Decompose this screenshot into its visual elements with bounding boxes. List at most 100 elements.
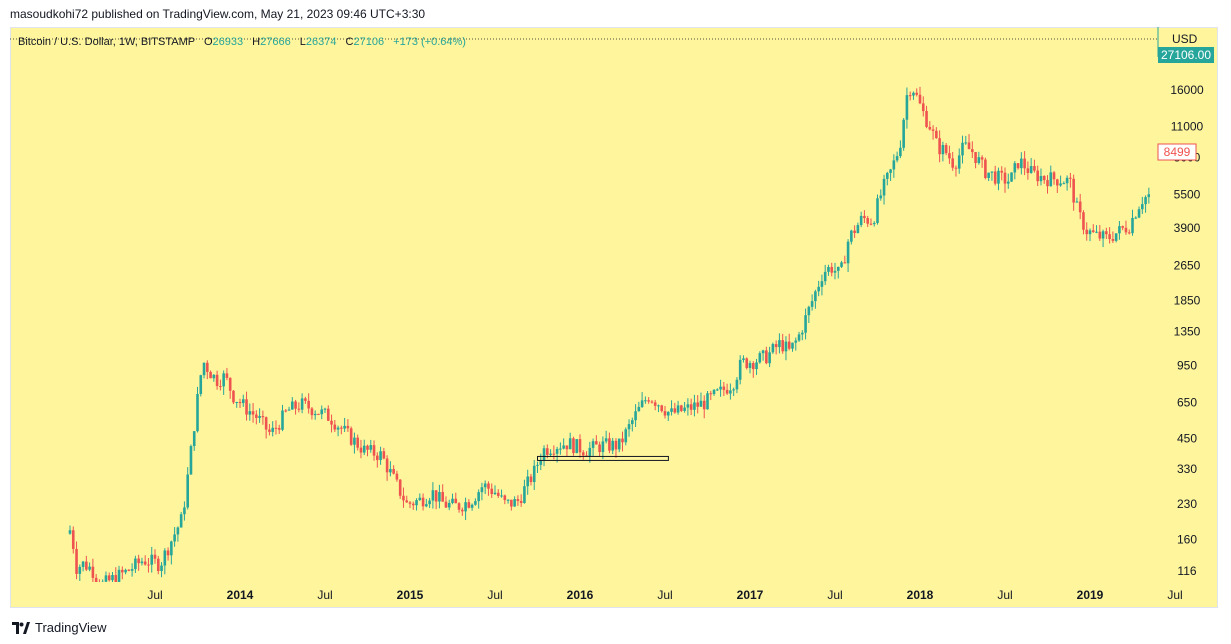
candle-body <box>91 566 95 578</box>
candle-body <box>601 441 605 453</box>
candle-body <box>964 142 968 144</box>
candle-body <box>523 486 526 503</box>
current-price-text: 27106.00 <box>1161 48 1211 62</box>
candle-body <box>729 390 732 394</box>
support-zone-layer <box>537 455 669 461</box>
candle-body <box>794 340 798 343</box>
candle-body <box>957 155 961 169</box>
candle-body <box>1088 230 1092 235</box>
candle-body <box>1036 170 1039 182</box>
candle-body <box>366 445 369 450</box>
candle-body <box>1203 135 1206 142</box>
candle-body <box>869 223 873 225</box>
candle-body <box>748 363 752 368</box>
candle-body <box>330 420 333 425</box>
candle-body <box>872 223 876 225</box>
candle-body <box>85 561 88 570</box>
legend-open: 26933 <box>213 36 244 48</box>
candle-body <box>206 362 209 372</box>
candle-body <box>369 445 373 450</box>
candle-body <box>483 483 487 488</box>
candle-body <box>614 440 618 450</box>
candle-body <box>768 352 771 364</box>
legend-change: +173 (+0.64%) <box>393 36 466 48</box>
candle-body <box>542 448 546 461</box>
candle-body <box>1016 163 1020 169</box>
candle-body <box>493 492 497 495</box>
candle-body <box>1091 230 1095 232</box>
price-chart[interactable]: 116 160 230 330 450 650 950 1350 1850 2650 3900 550… <box>10 27 1218 608</box>
candle-body <box>526 476 529 487</box>
candle-body <box>833 270 837 273</box>
candle-body <box>820 281 824 287</box>
candle-body <box>879 195 883 199</box>
candle-body <box>461 509 464 512</box>
candle-body <box>320 409 324 415</box>
candle-body <box>876 198 879 224</box>
candle-body <box>1042 175 1046 181</box>
candle-body <box>274 427 278 429</box>
candle-body <box>147 564 150 566</box>
candle-body <box>1151 185 1154 194</box>
candle-body <box>807 306 811 316</box>
candle-body <box>470 504 474 508</box>
candle-body <box>716 389 719 391</box>
candle-body <box>258 416 261 418</box>
chart-area[interactable] <box>10 27 1218 608</box>
candle-body <box>346 425 350 429</box>
time-tick-label: Jul <box>317 588 332 602</box>
candle-body <box>264 417 268 430</box>
candle-body <box>944 145 948 154</box>
candle-body <box>621 438 624 443</box>
price-tick-label: 2650 <box>1174 259 1201 273</box>
candle-body <box>568 438 572 450</box>
candle-body <box>1039 175 1043 182</box>
candle-body <box>1210 128 1213 137</box>
candle-body <box>1098 231 1102 239</box>
candle-body <box>434 490 438 502</box>
candle-body <box>801 332 804 335</box>
candle-body <box>1147 194 1150 198</box>
candle-body <box>627 424 631 430</box>
candle-body <box>1124 227 1128 233</box>
candle-body <box>356 437 359 448</box>
candle-body <box>75 548 78 574</box>
support-zone-box[interactable] <box>537 455 669 461</box>
candle-body <box>552 453 556 455</box>
candle-body <box>1144 197 1147 205</box>
candle-body <box>546 448 549 455</box>
candle-body <box>480 487 484 493</box>
footer-brand[interactable]: TradingView <box>12 620 107 635</box>
candle-body <box>1010 172 1013 182</box>
last-price-text: 8499 <box>1164 145 1191 159</box>
candle-body <box>343 425 346 429</box>
candle-body <box>1134 217 1138 219</box>
candle-body <box>291 401 294 410</box>
candle-body <box>464 502 467 512</box>
candle-body <box>653 402 657 406</box>
legend-low-label: L <box>300 36 306 48</box>
time-tick-label: Jul <box>827 588 842 602</box>
candle-body <box>1206 128 1209 143</box>
candle-body <box>202 362 206 376</box>
candle-body <box>539 460 543 465</box>
candle-body <box>1111 239 1115 241</box>
candle-body <box>1046 180 1049 187</box>
candle-body <box>513 499 516 507</box>
candle-body <box>706 393 709 410</box>
candle-body <box>326 408 330 421</box>
candle-body <box>431 490 435 501</box>
price-tick-label: 1350 <box>1174 324 1201 338</box>
candle-body <box>683 407 686 411</box>
candle-body <box>617 438 621 450</box>
candle-body <box>1069 177 1072 179</box>
candle-body <box>101 581 104 582</box>
candle-body <box>490 488 494 495</box>
tradingview-logo-icon <box>12 621 30 634</box>
candle-body <box>931 129 935 131</box>
candle-body <box>987 172 990 178</box>
candle-body <box>1029 166 1033 173</box>
candle-body <box>928 126 932 130</box>
candle-body <box>170 541 173 556</box>
candle-body <box>153 554 157 559</box>
